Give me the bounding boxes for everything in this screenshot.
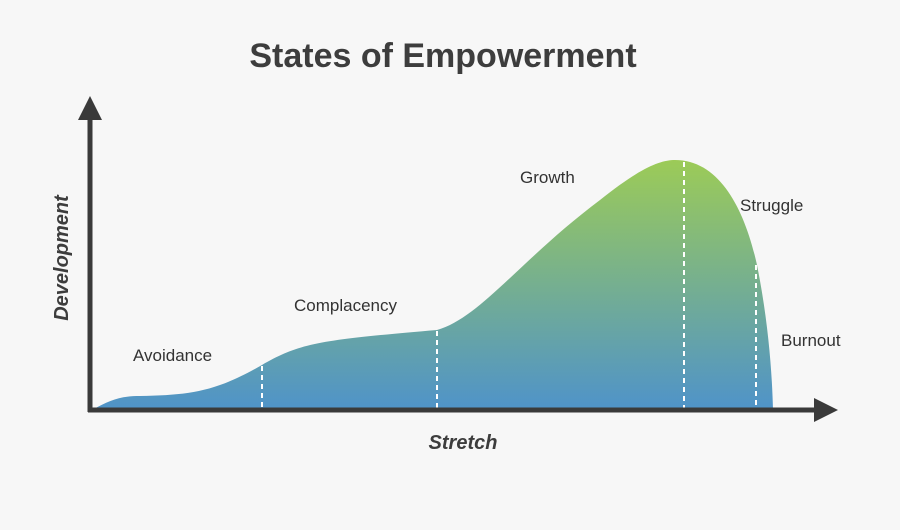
arrow-right-icon	[814, 398, 838, 422]
stage-label-complacency: Complacency	[294, 296, 397, 315]
stage-label-struggle: Struggle	[740, 196, 803, 215]
stage-label-avoidance: Avoidance	[133, 346, 212, 365]
x-axis-label: Stretch	[429, 432, 498, 454]
stage-label-growth: Growth	[520, 168, 575, 187]
y-axis-label: Development	[51, 194, 73, 321]
stage-label-burnout: Burnout	[781, 331, 841, 350]
diagram-title: States of Empowerment	[249, 37, 636, 75]
empowerment-curve	[92, 160, 773, 410]
stage-dividers	[261, 162, 757, 410]
arrow-up-icon	[78, 96, 102, 120]
